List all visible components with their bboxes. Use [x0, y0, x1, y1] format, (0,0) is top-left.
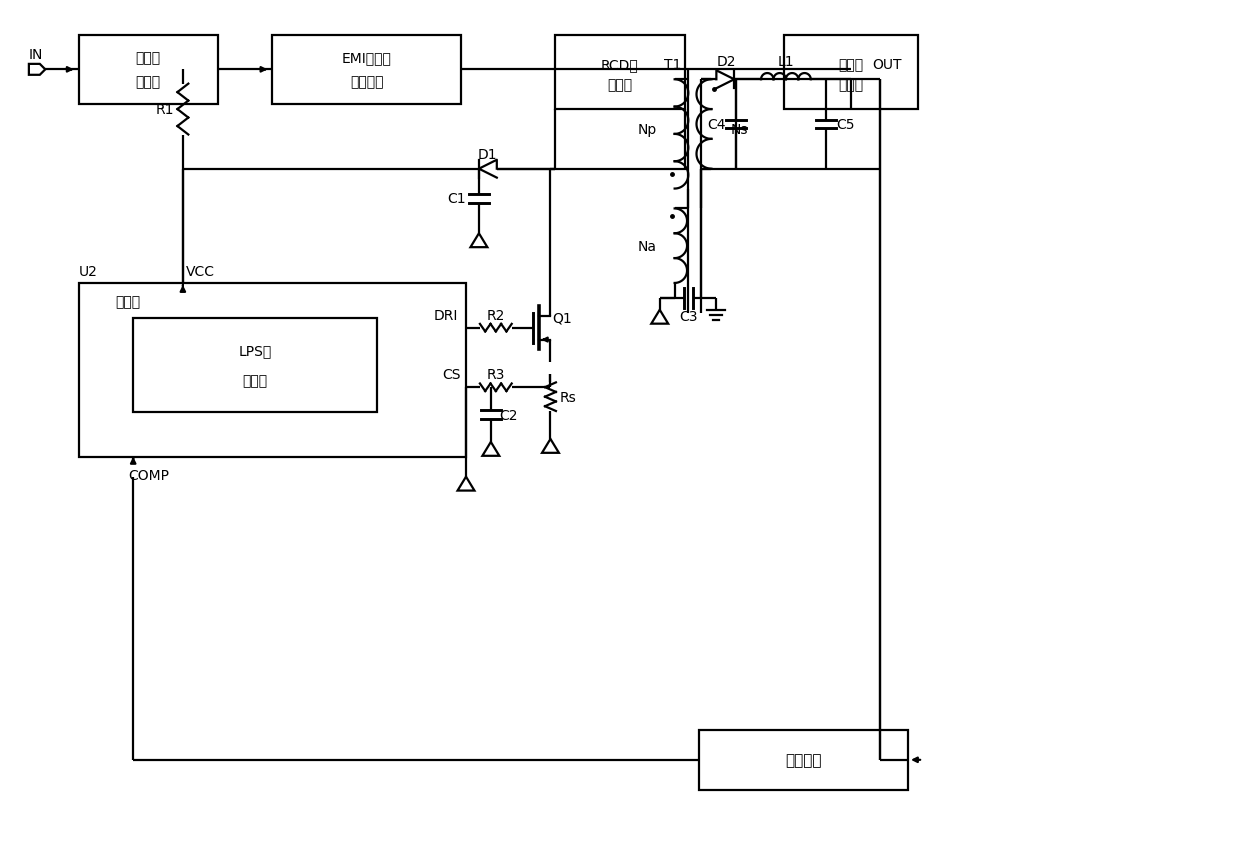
Bar — [699, 730, 908, 790]
Text: DRI: DRI — [434, 308, 459, 322]
Text: C1: C1 — [446, 193, 465, 206]
Polygon shape — [880, 75, 897, 86]
Polygon shape — [651, 310, 668, 325]
Polygon shape — [470, 234, 487, 248]
Text: 测模组: 测模组 — [242, 373, 268, 388]
Text: RCD缓: RCD缓 — [601, 58, 639, 72]
Bar — [133, 319, 377, 412]
Text: VCC: VCC — [186, 265, 216, 279]
Text: COMP: COMP — [128, 468, 169, 482]
Text: 反馈电路: 反馈电路 — [786, 752, 822, 768]
Polygon shape — [458, 477, 475, 491]
Text: 收电路: 收电路 — [838, 78, 863, 92]
Text: Np: Np — [637, 123, 656, 137]
Bar — [78, 36, 218, 105]
Text: Q1: Q1 — [553, 311, 572, 325]
Text: R3: R3 — [486, 368, 505, 382]
Text: R2: R2 — [486, 308, 505, 322]
Text: U2: U2 — [79, 265, 98, 279]
Text: L1: L1 — [777, 55, 795, 69]
Bar — [78, 284, 466, 458]
Text: Ns: Ns — [730, 123, 748, 137]
Text: 桥式整: 桥式整 — [135, 51, 161, 66]
Text: C3: C3 — [678, 309, 697, 324]
Text: T1: T1 — [663, 58, 681, 72]
Text: EMI及工频: EMI及工频 — [342, 51, 392, 66]
Text: D2: D2 — [717, 55, 737, 69]
Text: CS: CS — [441, 368, 460, 382]
Bar — [556, 36, 684, 110]
Text: 冲电路: 冲电路 — [608, 78, 632, 92]
Bar — [273, 36, 461, 105]
Text: 流电路: 流电路 — [135, 75, 161, 89]
Polygon shape — [29, 65, 46, 76]
Text: Rs: Rs — [560, 390, 577, 404]
Bar — [784, 36, 918, 110]
Text: 控制器: 控制器 — [115, 295, 141, 308]
Text: IN: IN — [29, 49, 43, 62]
Text: LPS侦: LPS侦 — [238, 343, 272, 358]
Polygon shape — [542, 440, 559, 453]
Text: Na: Na — [637, 239, 656, 253]
Text: R1: R1 — [156, 103, 175, 117]
Text: C5: C5 — [836, 118, 854, 132]
Text: OUT: OUT — [873, 58, 901, 72]
Text: D1: D1 — [479, 147, 497, 162]
Text: C4: C4 — [707, 118, 725, 132]
Text: C2: C2 — [500, 409, 518, 423]
Polygon shape — [482, 442, 500, 457]
Text: 滤波电路: 滤波电路 — [350, 75, 383, 89]
Text: 尖峰吸: 尖峰吸 — [838, 58, 863, 72]
